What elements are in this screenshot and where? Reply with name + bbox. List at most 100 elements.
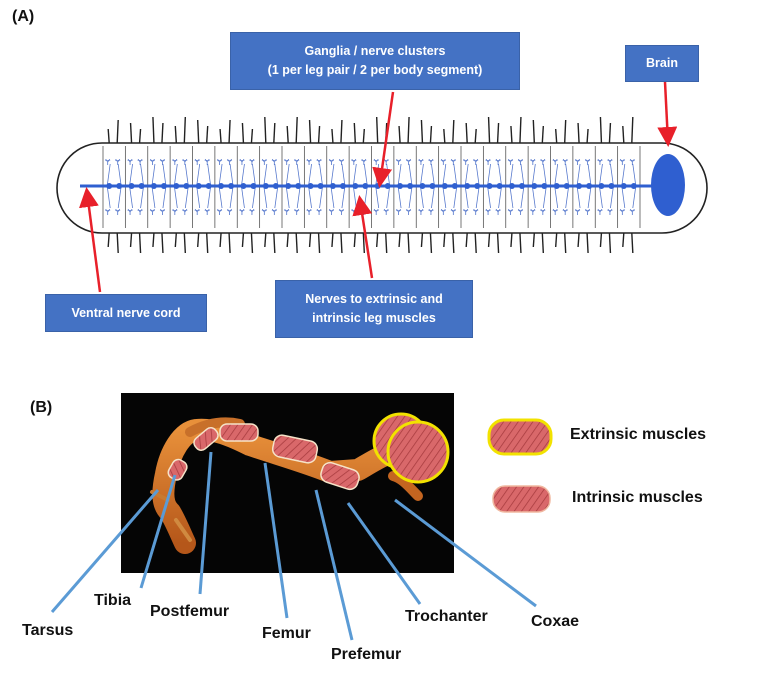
svg-text:Ɏ: Ɏ <box>373 158 379 167</box>
svg-text:Ɏ: Ɏ <box>596 158 602 167</box>
svg-text:Ɏ: Ɏ <box>194 158 200 167</box>
svg-text:Ɏ: Ɏ <box>562 158 568 167</box>
svg-text:Ɏ: Ɏ <box>450 158 456 167</box>
svg-text:Ɏ: Ɏ <box>226 158 232 167</box>
svg-text:Ɏ: Ɏ <box>238 208 244 217</box>
svg-text:Ɏ: Ɏ <box>306 208 312 217</box>
svg-text:Ɏ: Ɏ <box>507 158 513 167</box>
svg-text:Ɏ: Ɏ <box>137 158 143 167</box>
label-tibia: Tibia <box>94 592 132 609</box>
legend-intrinsic-swatch <box>492 485 551 513</box>
svg-text:Ɏ: Ɏ <box>417 158 423 167</box>
svg-text:Ɏ: Ɏ <box>316 158 322 167</box>
svg-text:Ɏ: Ɏ <box>293 208 299 217</box>
svg-text:Ɏ: Ɏ <box>181 208 187 217</box>
svg-text:Ɏ: Ɏ <box>427 158 433 167</box>
svg-text:Ɏ: Ɏ <box>495 208 501 217</box>
svg-text:Ɏ: Ɏ <box>450 208 456 217</box>
nerves-arrow <box>352 195 374 279</box>
svg-text:Ɏ: Ɏ <box>619 158 625 167</box>
svg-text:Ɏ: Ɏ <box>383 158 389 167</box>
panel-a-label: (A) <box>12 8 35 25</box>
ganglia-callout: Ganglia / nerve clusters (1 per leg pair… <box>230 32 520 90</box>
svg-text:Ɏ: Ɏ <box>137 208 143 217</box>
svg-text:Ɏ: Ɏ <box>405 208 411 217</box>
label-postfemur: Postfemur <box>150 603 230 620</box>
brain-callout: Brain <box>625 45 699 82</box>
ganglia-arrow <box>372 91 395 188</box>
svg-text:Ɏ: Ɏ <box>373 208 379 217</box>
svg-text:Ɏ: Ɏ <box>395 208 401 217</box>
svg-text:Ɏ: Ɏ <box>395 158 401 167</box>
legend-intrinsic-label: Intrinsic muscles <box>572 489 703 506</box>
label-femur: Femur <box>262 625 311 642</box>
svg-text:Ɏ: Ɏ <box>248 158 254 167</box>
svg-text:Ɏ: Ɏ <box>350 158 356 167</box>
ganglia-dots <box>106 183 637 189</box>
panel-b-label: (B) <box>30 399 53 416</box>
svg-text:Ɏ: Ɏ <box>629 208 635 217</box>
svg-text:Ɏ: Ɏ <box>606 208 612 217</box>
svg-text:Ɏ: Ɏ <box>216 158 222 167</box>
svg-text:Ɏ: Ɏ <box>552 208 558 217</box>
svg-text:Ɏ: Ɏ <box>596 208 602 217</box>
svg-text:Ɏ: Ɏ <box>574 158 580 167</box>
svg-text:Ɏ: Ɏ <box>350 208 356 217</box>
svg-text:Ɏ: Ɏ <box>574 208 580 217</box>
label-tarsus: Tarsus <box>22 622 74 639</box>
svg-text:Ɏ: Ɏ <box>539 158 545 167</box>
svg-text:Ɏ: Ɏ <box>194 208 200 217</box>
svg-text:Ɏ: Ɏ <box>360 158 366 167</box>
brain-callout-text: Brain <box>646 56 678 70</box>
body-segments: Ɏ ɎɎ ɎɎ ɎɎ ɎɎ ɎɎ ɎɎ ɎɎ ɎɎ ɎɎ ɎɎ ɎɎ ɎɎ ɎɎ ɎɎ ɎɎ ɎɎ ɎɎ ɎɎ ɎɎ Ɏ… <box>102 146 641 228</box>
svg-text:Ɏ: Ɏ <box>440 208 446 217</box>
millipede-body: Ɏ ɎɎ ɎɎ ɎɎ ɎɎ ɎɎ ɎɎ ɎɎ ɎɎ ɎɎ ɎɎ ɎɎ ɎɎ ɎɎ ɎɎ ɎɎ ɎɎ ɎɎ ɎɎ ɎɎ Ɏ… <box>56 116 708 254</box>
svg-text:Ɏ: Ɏ <box>529 158 535 167</box>
svg-text:Ɏ: Ɏ <box>485 208 491 217</box>
svg-text:Ɏ: Ɏ <box>104 158 110 167</box>
svg-text:Ɏ: Ɏ <box>316 208 322 217</box>
legs-bottom <box>107 232 634 254</box>
svg-text:Ɏ: Ɏ <box>462 208 468 217</box>
svg-text:Ɏ: Ɏ <box>472 208 478 217</box>
svg-text:Ɏ: Ɏ <box>114 158 120 167</box>
svg-text:Ɏ: Ɏ <box>204 158 210 167</box>
svg-text:Ɏ: Ɏ <box>283 158 289 167</box>
svg-text:Ɏ: Ɏ <box>584 208 590 217</box>
nerves-callout-line1: Nerves to extrinsic and <box>305 292 443 306</box>
svg-text:Ɏ: Ɏ <box>216 208 222 217</box>
brain-shape <box>651 154 685 216</box>
svg-text:Ɏ: Ɏ <box>606 158 612 167</box>
svg-text:Ɏ: Ɏ <box>552 158 558 167</box>
svg-text:Ɏ: Ɏ <box>485 158 491 167</box>
svg-text:Ɏ: Ɏ <box>417 208 423 217</box>
label-trochanter: Trochanter <box>405 608 488 625</box>
svg-text:Ɏ: Ɏ <box>271 158 277 167</box>
svg-text:Ɏ: Ɏ <box>529 208 535 217</box>
svg-text:Ɏ: Ɏ <box>261 158 267 167</box>
svg-text:Ɏ: Ɏ <box>383 208 389 217</box>
svg-text:Ɏ: Ɏ <box>517 158 523 167</box>
label-prefemur: Prefemur <box>331 646 402 663</box>
svg-text:Ɏ: Ɏ <box>261 208 267 217</box>
svg-text:Ɏ: Ɏ <box>629 158 635 167</box>
svg-text:Ɏ: Ɏ <box>226 208 232 217</box>
svg-text:Ɏ: Ɏ <box>328 158 334 167</box>
svg-text:Ɏ: Ɏ <box>127 158 133 167</box>
svg-text:Ɏ: Ɏ <box>171 208 177 217</box>
svg-text:Ɏ: Ɏ <box>159 158 165 167</box>
ganglia-callout-line2: (1 per leg pair / 2 per body segment) <box>267 63 483 77</box>
svg-text:Ɏ: Ɏ <box>405 158 411 167</box>
svg-text:Ɏ: Ɏ <box>338 158 344 167</box>
svg-text:Ɏ: Ɏ <box>204 208 210 217</box>
intrinsic-muscles-on-leg <box>167 423 360 491</box>
legs-top <box>107 116 634 144</box>
svg-text:Ɏ: Ɏ <box>159 208 165 217</box>
svg-text:Ɏ: Ɏ <box>306 158 312 167</box>
svg-text:Ɏ: Ɏ <box>472 158 478 167</box>
ventral-nerve-cord-callout: Ventral nerve cord <box>45 294 207 332</box>
segment-pointer-lines <box>50 451 537 641</box>
svg-text:Ɏ: Ɏ <box>517 208 523 217</box>
svg-text:Ɏ: Ɏ <box>127 208 133 217</box>
